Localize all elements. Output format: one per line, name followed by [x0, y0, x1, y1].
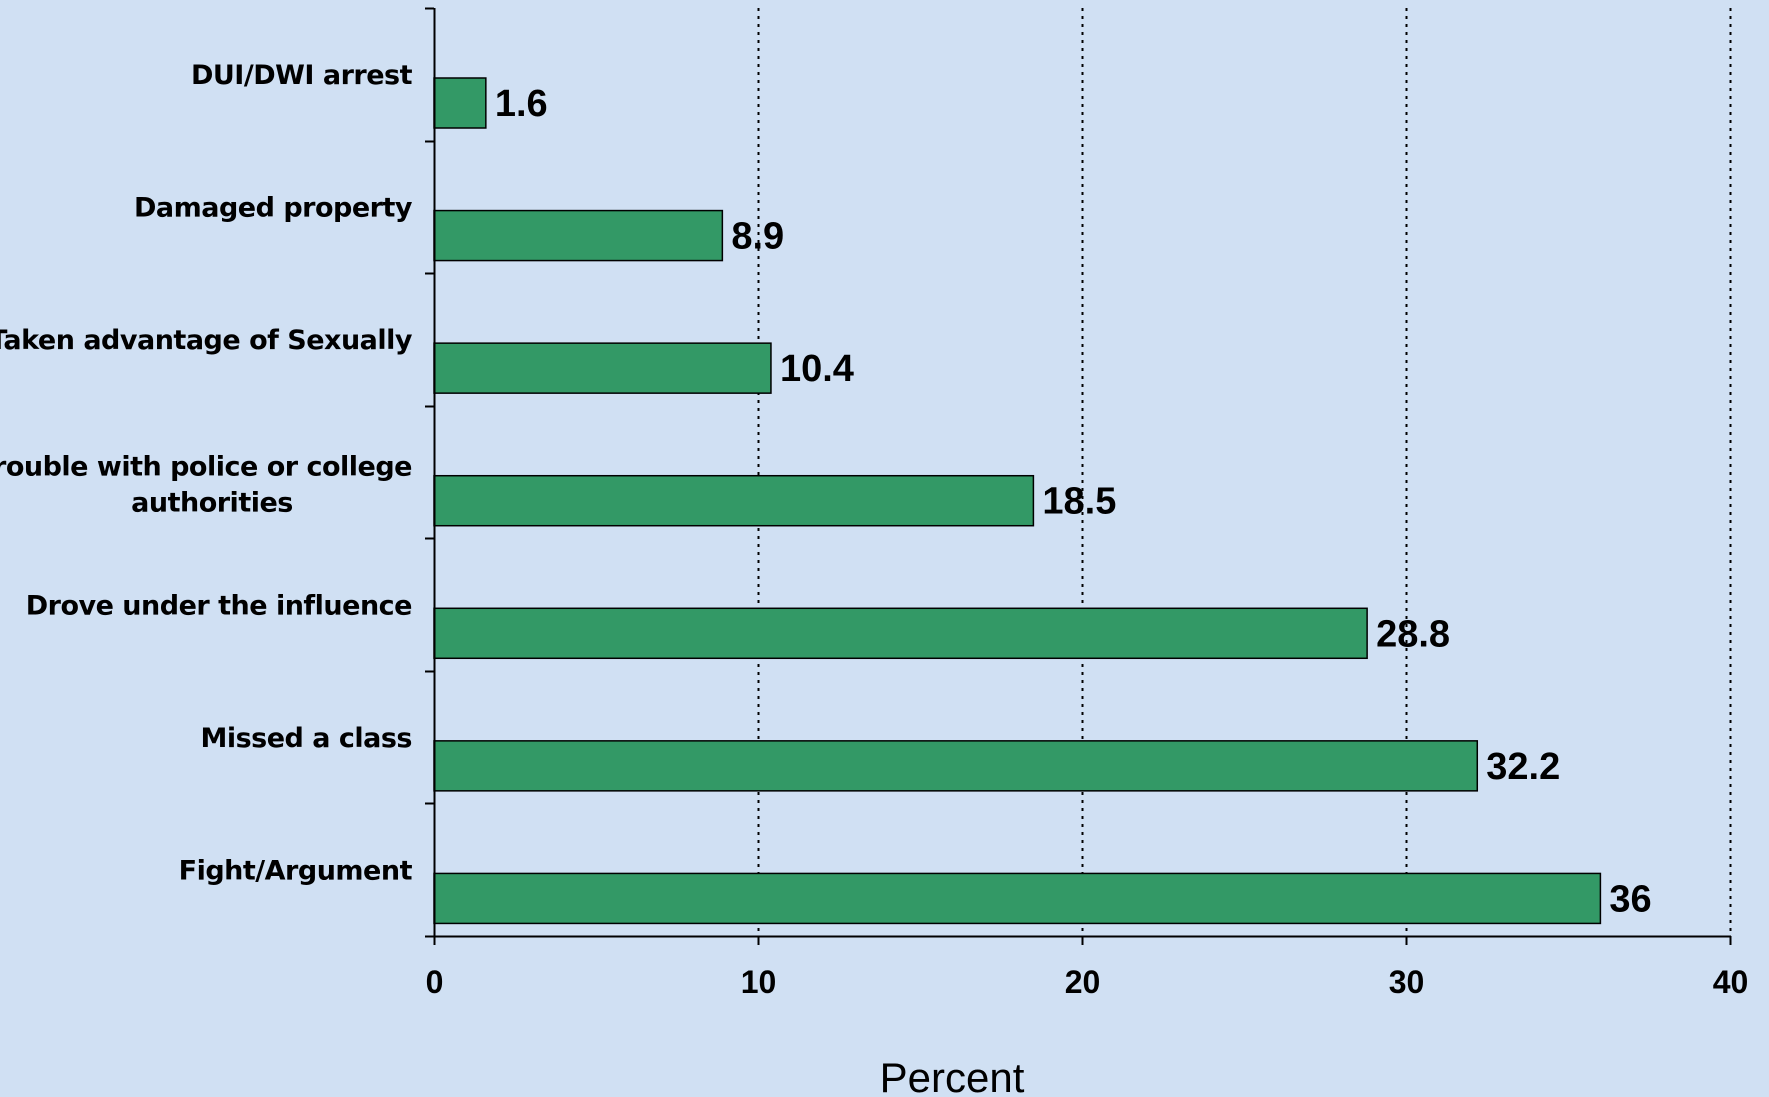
- bars: [433, 77, 1602, 925]
- bar-5: [433, 740, 1479, 792]
- value-label-2: 10.4: [780, 348, 854, 390]
- value-label-0: 1.6: [495, 83, 548, 125]
- x-axis-title: Percent: [880, 1054, 1025, 1097]
- x-tick-label-20: 20: [1065, 964, 1101, 1000]
- bar-2: [433, 342, 772, 394]
- x-tick-label-30: 30: [1389, 964, 1425, 1000]
- gridlines: [757, 8, 1732, 936]
- bar-3: [433, 474, 1035, 527]
- category-label-3-line-2: authorities: [131, 488, 293, 519]
- x-tick-label-0: 0: [426, 964, 444, 1000]
- category-label-1: Damaged property: [134, 193, 413, 224]
- x-tick-label-40: 40: [1713, 964, 1749, 1000]
- category-label-2: Taken advantage of Sexually: [0, 325, 413, 356]
- bar-0: [433, 77, 487, 129]
- value-label-3: 18.5: [1042, 481, 1116, 523]
- bar-1: [433, 209, 724, 262]
- category-label-3-line-1: Trouble with police or college: [0, 452, 412, 483]
- category-label-5: Missed a class: [200, 723, 412, 754]
- bar-4: [433, 607, 1368, 660]
- value-label-6: 36: [1609, 878, 1651, 920]
- axes: [425, 7, 1732, 945]
- value-label-4: 28.8: [1376, 613, 1450, 655]
- x-tick-label-10: 10: [741, 964, 777, 1000]
- bar-6: [433, 872, 1602, 925]
- category-label-4: Drove under the influence: [26, 590, 412, 621]
- value-label-5: 32.2: [1486, 746, 1560, 788]
- labels: 1.6 8.9 10.4 18.5 28.8 32.2 36 DUI/DWI arrest Da…: [0, 60, 1748, 1000]
- category-label-6: Fight/Argument: [179, 855, 413, 886]
- category-label-0: DUI/DWI arrest: [191, 60, 413, 91]
- value-label-1: 8.9: [731, 216, 784, 258]
